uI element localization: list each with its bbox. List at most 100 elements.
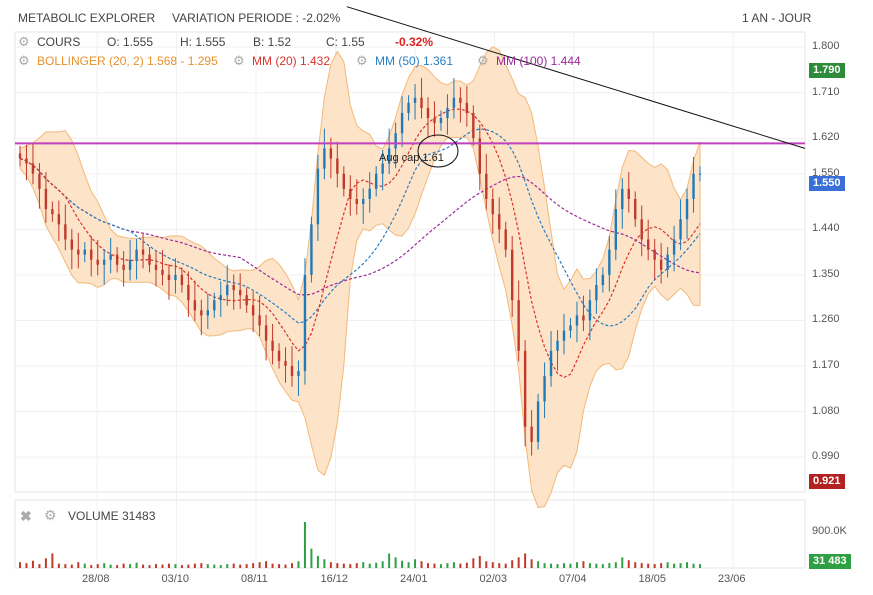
volume-bar (563, 563, 565, 568)
volume-bar (427, 563, 429, 568)
volume-bar (19, 562, 21, 568)
high-value: H: 1.555 (180, 35, 226, 49)
candle-body (284, 360, 287, 366)
candle-body (517, 300, 520, 351)
candle-body (213, 300, 216, 311)
candle-body (575, 315, 579, 326)
volume-bar (57, 563, 60, 568)
volume-bar (103, 563, 106, 568)
volume-bar (368, 563, 371, 568)
candle-body (135, 249, 138, 260)
volume-bar (284, 564, 287, 568)
candle-body (141, 249, 145, 255)
candle-body (161, 269, 164, 275)
y-tick-label: 1.620 (812, 131, 840, 144)
candle-body (426, 107, 430, 119)
candle-body (523, 350, 527, 427)
volume-bar (511, 560, 514, 568)
period-selector[interactable]: 1 AN - JOUR (742, 11, 812, 25)
candle-body (167, 274, 171, 280)
bollinger-gear-icon[interactable]: ⚙ (18, 53, 30, 68)
low-value: B: 1.52 (253, 35, 292, 49)
volume-bar (252, 563, 255, 568)
volume-bar (142, 564, 145, 568)
candle-body (653, 249, 656, 260)
candle-body (634, 198, 637, 220)
volume-bar (25, 563, 28, 568)
volume-bar (271, 563, 274, 568)
candle-body (407, 102, 410, 113)
candle-body (562, 330, 566, 341)
candle-body (70, 239, 74, 250)
candle-body (290, 365, 294, 377)
volume-tick: 900.0K (812, 525, 847, 537)
volume-bar (303, 522, 306, 568)
candle-body (200, 310, 203, 316)
annotation-ellipse (417, 134, 459, 168)
candle-body (115, 254, 119, 265)
candle-body (102, 259, 106, 265)
mm20-gear-icon[interactable]: ⚙ (233, 53, 245, 68)
x-tick-label: 23/06 (718, 573, 746, 585)
candle-body (336, 158, 339, 174)
volume-bar (70, 564, 73, 568)
candle-body (413, 97, 417, 103)
candle-body (627, 188, 630, 199)
candle-body (368, 188, 371, 199)
candle-body (485, 173, 488, 199)
volume-bar (647, 563, 650, 568)
volume-bar (232, 563, 235, 568)
candle-body (582, 315, 585, 321)
candle-body (374, 173, 378, 189)
x-tick-label: 28/08 (82, 573, 110, 585)
candle-body (692, 173, 695, 199)
candle-body (472, 112, 475, 139)
mm50-gear-icon[interactable]: ⚙ (356, 53, 368, 68)
candle-body (180, 274, 184, 286)
mm20-legend: MM (20) 1.432 (252, 54, 331, 68)
candle-body (342, 173, 346, 189)
candle-body (536, 401, 540, 442)
candle-body (349, 188, 352, 199)
volume-bar (588, 563, 591, 568)
candle-body (420, 97, 423, 108)
candle-body (44, 188, 48, 210)
volume-bar (278, 564, 281, 568)
candle-body (433, 118, 436, 124)
volume-bar (291, 563, 293, 568)
volume-bar (265, 561, 268, 568)
candle-body (446, 107, 449, 119)
volume-bar (407, 562, 410, 568)
candle-body (83, 249, 86, 255)
x-tick-label: 03/10 (161, 573, 190, 585)
volume-bar (362, 562, 365, 568)
y-tick-label: 1.800 (812, 40, 840, 53)
candle-body (679, 219, 682, 240)
candle-body (323, 148, 326, 169)
candle-body (439, 118, 443, 124)
candle-body (659, 259, 663, 270)
candle-body (57, 214, 61, 225)
volume-bar (673, 563, 676, 568)
cours-settings-gear-icon[interactable]: ⚙ (18, 34, 30, 49)
mm100-gear-icon[interactable]: ⚙ (477, 53, 489, 68)
volume-bar (504, 563, 507, 568)
x-tick-label: 24/01 (400, 573, 428, 585)
volume-bar (666, 562, 669, 568)
candle-body (595, 285, 598, 301)
volume-bar (640, 563, 643, 568)
y-tick-label: 0.990 (812, 450, 840, 463)
close-volume-icon[interactable]: ✖ (20, 508, 32, 524)
volume-bar (96, 564, 99, 568)
volume-bar (167, 563, 170, 568)
volume-bar (219, 565, 222, 568)
volume-gear-icon[interactable]: ⚙ (44, 507, 57, 523)
candle-body (543, 376, 546, 402)
x-tick-label: 07/04 (559, 573, 587, 585)
bollinger-legend: BOLLINGER (20, 2) 1.568 - 1.295 (37, 54, 218, 68)
candle-body (685, 198, 689, 220)
candle-body (174, 274, 177, 280)
volume-bar (524, 553, 527, 568)
volume-bar (109, 564, 112, 568)
